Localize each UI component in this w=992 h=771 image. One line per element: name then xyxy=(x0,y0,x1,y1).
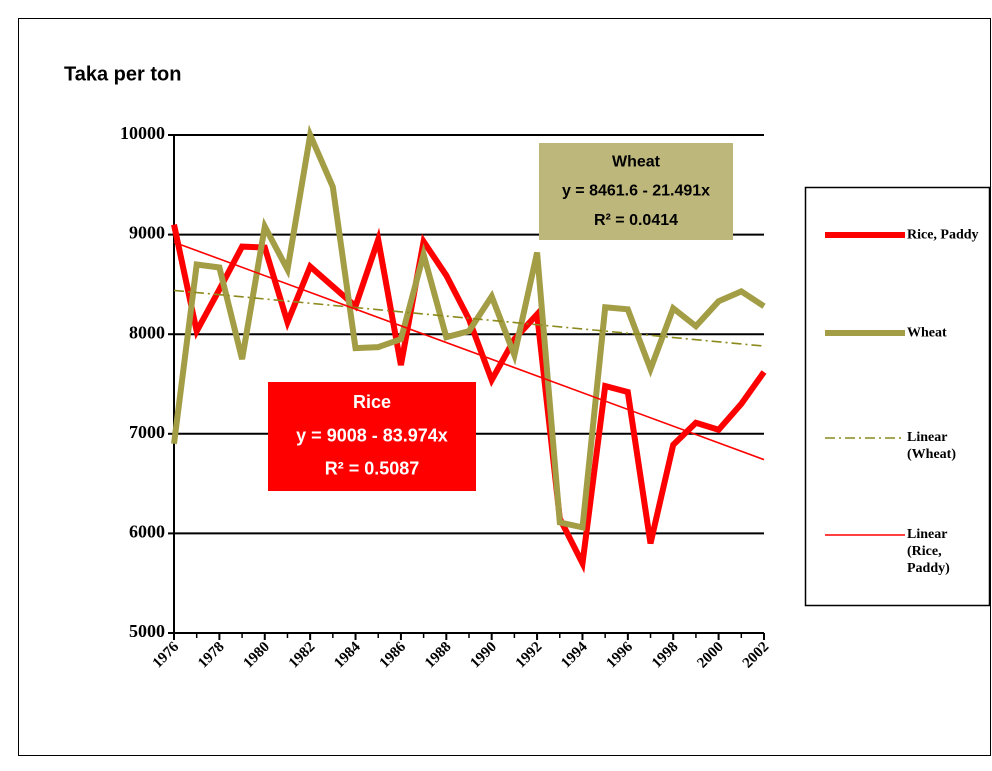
y-tick-label: 8000 xyxy=(129,322,165,342)
annotation-text: y = 9008 - 83.974x xyxy=(296,425,448,445)
series-line xyxy=(171,223,767,574)
y-tick-label: 6000 xyxy=(129,522,165,542)
chart-title: Taka per ton xyxy=(64,63,181,85)
y-tick-label: 9000 xyxy=(129,223,165,243)
annotation-text: y = 8461.6 - 21.491x xyxy=(562,183,710,200)
annotation-text: R² = 0.0414 xyxy=(594,212,678,229)
annotation-text: R² = 0.5087 xyxy=(325,458,420,478)
legend-label: Wheat xyxy=(907,325,947,341)
legend-label: Rice, Paddy xyxy=(907,227,979,243)
trend-line xyxy=(173,241,765,461)
annotation-text: Rice xyxy=(353,392,391,412)
y-tick-label: 10000 xyxy=(120,123,165,143)
y-tick-label: 7000 xyxy=(129,422,165,442)
annotation-box xyxy=(539,143,733,240)
y-tick-label: 5000 xyxy=(129,621,165,641)
annotation-box xyxy=(268,382,476,491)
annotation-text: Wheat xyxy=(612,153,661,170)
legend-label: Linear (Rice, Paddy) xyxy=(907,527,950,576)
legend-box xyxy=(804,186,991,607)
series-line xyxy=(171,124,766,532)
legend-label: Linear (Wheat) xyxy=(907,430,956,462)
